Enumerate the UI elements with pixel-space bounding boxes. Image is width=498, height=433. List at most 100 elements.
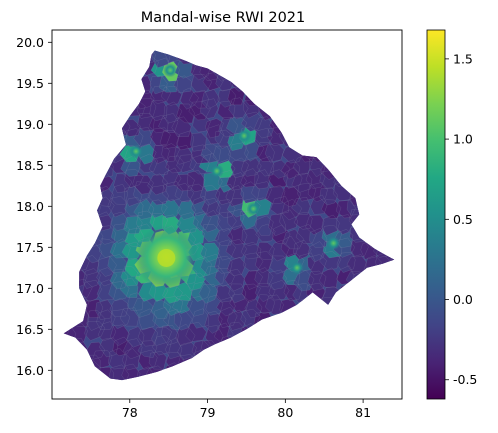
mandal-region bbox=[280, 186, 301, 207]
mandal-boundary bbox=[147, 185, 169, 206]
mandal-boundary bbox=[305, 168, 326, 189]
mandal-boundary bbox=[189, 154, 210, 175]
mandal-boundary bbox=[385, 243, 395, 265]
mandal-boundary bbox=[282, 229, 304, 250]
mandal-boundary bbox=[111, 223, 130, 244]
mandal-boundary bbox=[198, 284, 218, 304]
mandal-boundary bbox=[200, 254, 220, 276]
mandal-region bbox=[147, 173, 168, 195]
mandal-boundary bbox=[255, 142, 275, 162]
rwi-hotspot bbox=[209, 164, 224, 179]
mandal-boundary bbox=[255, 251, 274, 274]
mandal-boundary bbox=[173, 310, 193, 331]
mandal-region bbox=[240, 211, 258, 230]
mandal-boundary bbox=[268, 240, 290, 262]
mandal-boundary bbox=[225, 239, 247, 259]
mandal-boundary bbox=[147, 173, 168, 196]
mandal-boundary bbox=[149, 75, 168, 95]
mandal-boundary bbox=[217, 89, 236, 108]
mandal-boundary bbox=[335, 214, 354, 235]
mandal-boundary bbox=[226, 172, 247, 191]
mandal-boundary bbox=[180, 87, 199, 110]
mandal-region bbox=[225, 185, 244, 207]
mandal-boundary bbox=[240, 242, 262, 260]
mandal-region bbox=[254, 116, 275, 139]
mandal-region bbox=[163, 101, 182, 124]
mandal-boundary bbox=[309, 228, 328, 249]
mandal-boundary bbox=[215, 184, 235, 205]
mandal-region bbox=[241, 284, 261, 303]
mandal-boundary bbox=[240, 168, 260, 188]
mandal-boundary bbox=[272, 224, 291, 245]
mandal-region bbox=[226, 172, 247, 191]
mandal-region bbox=[255, 283, 276, 302]
mandal-boundary bbox=[251, 181, 272, 201]
mandal-region bbox=[347, 254, 367, 275]
mandal-boundary bbox=[280, 235, 299, 258]
mandal-boundary bbox=[214, 255, 233, 274]
mandal-region bbox=[133, 199, 154, 220]
mandal-boundary bbox=[96, 309, 116, 330]
mandal-boundary bbox=[149, 127, 171, 146]
mandal-boundary bbox=[269, 255, 289, 275]
mandal-boundary bbox=[216, 199, 236, 218]
mandal-boundary bbox=[230, 157, 249, 178]
mandal-boundary bbox=[124, 197, 144, 217]
mandal-boundary bbox=[321, 199, 342, 219]
rwi-hotspot bbox=[237, 128, 252, 143]
mandal-region bbox=[126, 326, 145, 348]
mandal-boundary bbox=[240, 181, 260, 204]
mandal-boundary bbox=[122, 348, 140, 371]
mandal-region bbox=[265, 143, 285, 163]
mandal-boundary bbox=[201, 198, 221, 218]
mandal-boundary bbox=[254, 169, 271, 190]
y-tick-label: 20.0 bbox=[16, 35, 44, 50]
mandal-boundary bbox=[176, 199, 196, 220]
mandal-region bbox=[132, 298, 154, 318]
mandal-boundary bbox=[176, 103, 195, 124]
y-tick-label: 16.0 bbox=[16, 363, 44, 378]
mandal-boundary bbox=[174, 183, 194, 202]
mandal-boundary bbox=[152, 334, 172, 356]
colorbar-tick-label: 1.0 bbox=[453, 132, 473, 147]
x-tick-label: 79 bbox=[200, 405, 216, 420]
mandal-boundary bbox=[120, 265, 140, 287]
mandal-region bbox=[269, 255, 289, 275]
mandal-boundary bbox=[109, 298, 129, 317]
mandal-boundary bbox=[137, 340, 158, 358]
mandal-boundary bbox=[164, 50, 183, 63]
mandal-boundary bbox=[254, 267, 274, 288]
mandal-boundary bbox=[163, 296, 184, 316]
rwi-hotspot bbox=[290, 260, 304, 275]
mandal-region bbox=[99, 337, 119, 357]
mandal-boundary bbox=[185, 322, 207, 342]
mandal-region bbox=[198, 284, 218, 304]
mandal-boundary bbox=[123, 216, 143, 234]
y-tick-label: 18.5 bbox=[16, 158, 44, 173]
mandal-boundary bbox=[190, 195, 210, 217]
mandal-region bbox=[336, 214, 354, 235]
mandal-boundary bbox=[191, 281, 211, 302]
x-tick-label: 78 bbox=[122, 405, 138, 420]
mandal-boundary bbox=[173, 75, 192, 93]
mandal-boundary bbox=[112, 336, 133, 356]
mandal-boundary bbox=[111, 309, 131, 329]
mandal-boundary bbox=[281, 199, 302, 221]
mandal-boundary bbox=[163, 101, 183, 124]
mandal-boundary bbox=[229, 293, 249, 313]
mandal-boundary bbox=[96, 267, 118, 287]
mandal-boundary bbox=[226, 257, 247, 276]
mandal-boundary bbox=[336, 252, 356, 273]
mandal-boundary bbox=[192, 211, 212, 232]
mandal-boundary bbox=[217, 100, 236, 120]
mandal-boundary bbox=[175, 324, 196, 346]
y-tick-label: 18.0 bbox=[16, 199, 44, 214]
mandal-region bbox=[161, 325, 179, 346]
mandal-boundary bbox=[189, 89, 209, 109]
mandal-boundary bbox=[173, 174, 195, 192]
mandal-region bbox=[255, 215, 274, 236]
mandal-boundary bbox=[305, 214, 325, 235]
mandal-boundary bbox=[283, 280, 303, 302]
mandal-boundary bbox=[107, 196, 128, 218]
mandal-boundary bbox=[212, 145, 231, 165]
